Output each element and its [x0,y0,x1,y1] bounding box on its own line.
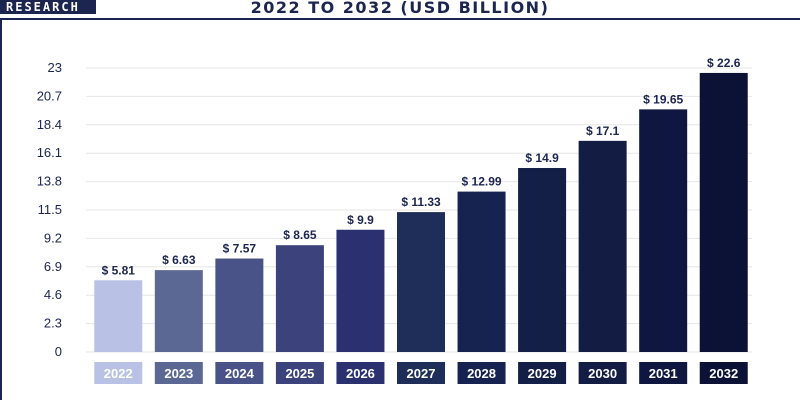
bar-2024 [215,258,264,352]
value-label-2025: $ 8.65 [283,228,317,242]
category-box-2031 [639,362,688,384]
value-labels: $ 5.81 $ 6.63 $ 7.57 $ 8.65 $ 9.9 $ 11.33 $ 12… [102,56,741,277]
bar-2023 [154,270,203,352]
bar-2030 [578,140,627,352]
value-label-2031: $ 19.65 [643,92,683,106]
y-tick-label: 23 [48,60,62,75]
category-label-2024: 2024 [225,366,255,381]
y-tick-label: 4.6 [44,287,62,302]
value-label-2023: $ 6.63 [162,253,196,267]
y-tick-label: 0 [55,344,62,359]
y-tick-label: 9.2 [44,230,62,245]
y-tick-label: 16.1 [37,145,62,160]
header-band [0,0,800,20]
value-label-2027: $ 11.33 [401,195,441,209]
bar-2026 [336,229,385,352]
y-tick-label: 2.3 [44,316,62,331]
category-box-2029 [518,362,567,384]
bar-2028 [457,191,506,352]
y-tick-label: 6.9 [44,259,62,274]
value-label-2026: $ 9.9 [347,213,374,227]
category-box-2027 [397,362,445,384]
bars [94,72,748,352]
value-label-2022: $ 5.81 [102,263,136,277]
bar-2029 [518,168,567,352]
bar-2032 [699,72,748,352]
category-box-2022 [94,362,143,384]
category-label-2025: 2025 [285,366,314,381]
category-label-2022: 2022 [104,366,133,381]
chart-title: 2022 TO 2032 (USD BILLION) [250,0,550,17]
y-tick-label: 20.7 [37,88,62,103]
y-tick-label: 11.5 [38,202,62,217]
brand-logo: RESEARCH [0,0,96,14]
value-label-2030: $ 17.1 [586,124,620,138]
category-box-2024 [215,362,264,384]
category-label-2029: 2029 [528,366,557,381]
y-axis-ticks: 0 2.3 4.6 6.9 9.2 11.5 13.8 16.1 18.4 20.7 23 [37,60,62,359]
bar-2022 [94,280,143,352]
category-label-2032: 2032 [709,366,738,381]
y-tick-label: 18.4 [37,117,62,132]
value-label-2028: $ 12.99 [462,175,502,189]
category-box-2030 [578,362,627,384]
category-box-2028 [457,362,506,384]
category-label-2031: 2031 [649,366,678,381]
bar-2031 [639,109,688,352]
value-label-2029: $ 14.9 [525,151,559,165]
category-label-2023: 2023 [164,366,193,381]
y-tick-label: 13.8 [37,174,62,189]
value-label-2024: $ 7.57 [223,242,257,256]
category-label-2028: 2028 [467,366,496,381]
category-label-2026: 2026 [346,366,375,381]
bar-2025 [275,245,324,352]
frame-left-rule [0,18,2,400]
category-box-2023 [154,362,203,384]
category-box-2025 [275,362,324,384]
value-label-2032: $ 22.6 [707,56,741,70]
category-box-2026 [336,362,385,384]
category-box-2032 [699,362,748,384]
bar-2027 [397,212,445,352]
x-axis-categories: 2022 2023 2024 2025 2026 2027 2028 2029 2030 2031… [94,362,748,384]
category-label-2027: 2027 [407,366,436,381]
header-rule [0,18,800,20]
category-label-2030: 2030 [588,366,617,381]
